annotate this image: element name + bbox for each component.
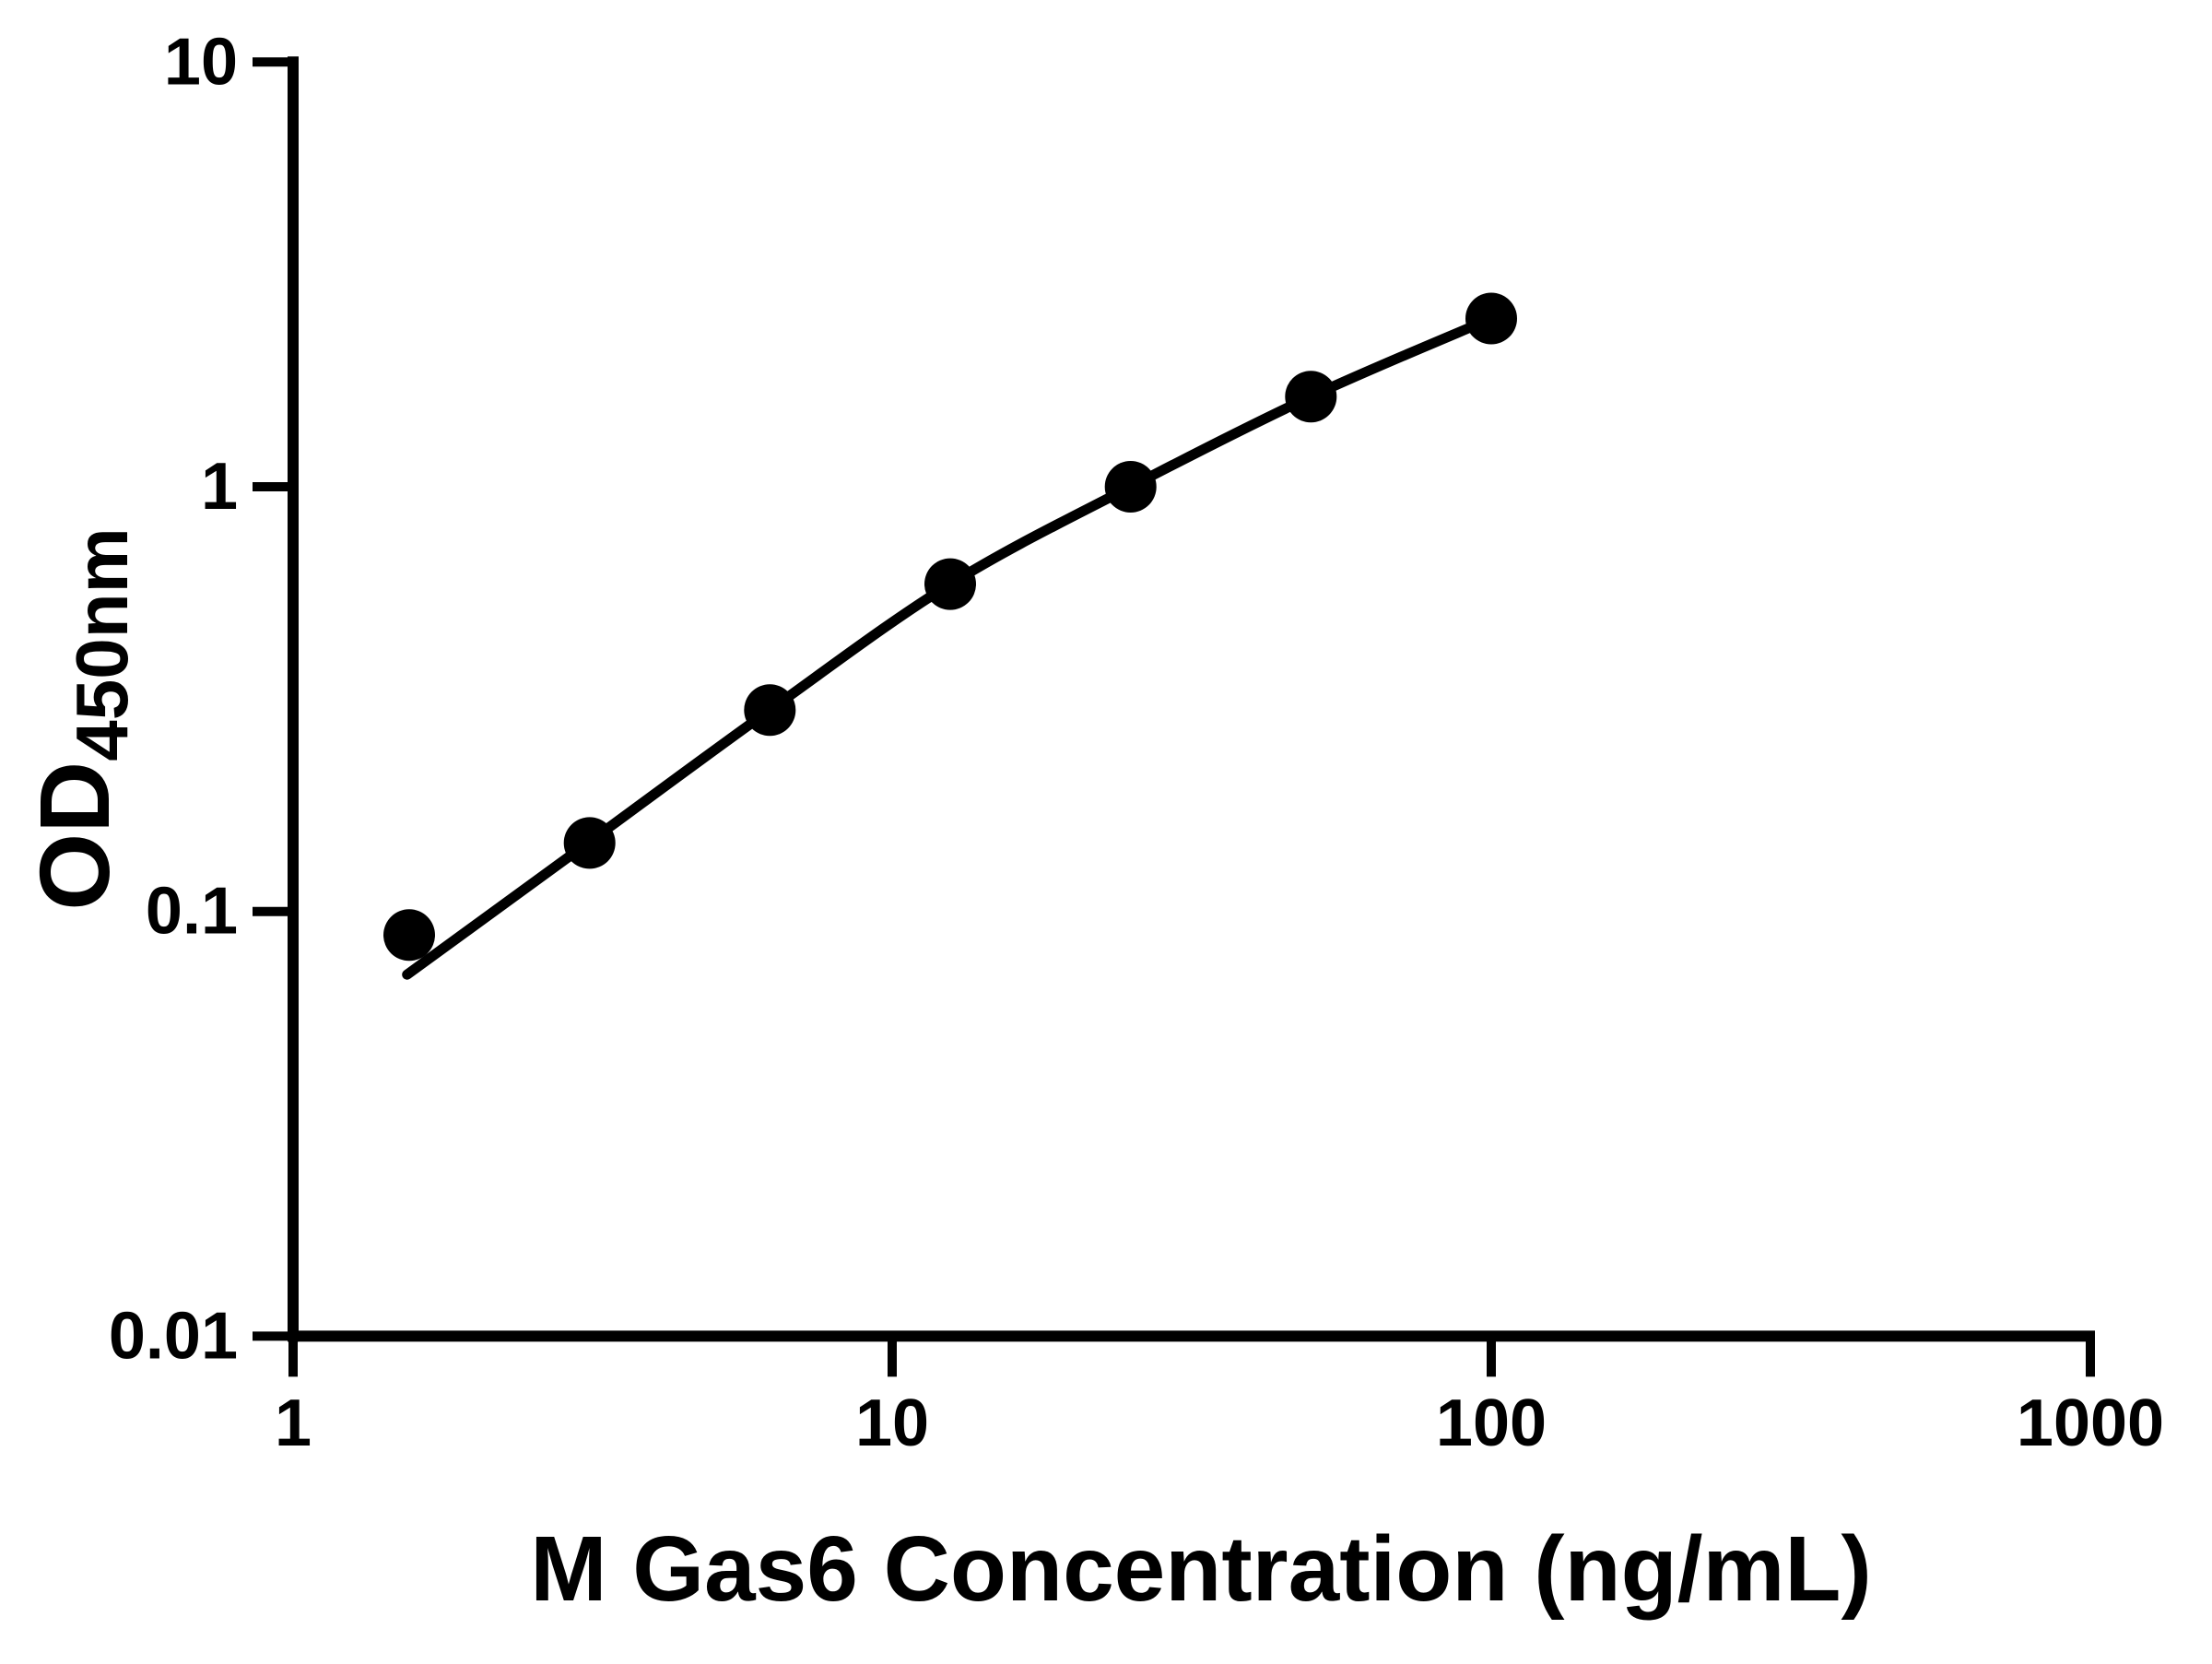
data-points-layer bbox=[383, 292, 1517, 962]
y-axis-ticks: 10 1 0.1 0.01 bbox=[109, 25, 293, 1373]
fit-curve bbox=[402, 313, 1497, 980]
x-axis-title: M Gas6 Concentration (ng/mL) bbox=[530, 1517, 1872, 1621]
y-tick-label: 0.01 bbox=[109, 1299, 238, 1373]
x-axis-ticks: 1 10 100 1000 bbox=[275, 1336, 2164, 1460]
axes bbox=[288, 56, 2095, 1342]
data-point bbox=[1104, 461, 1157, 513]
data-point bbox=[563, 817, 616, 869]
data-point bbox=[744, 684, 796, 737]
x-tick-label: 100 bbox=[1436, 1387, 1547, 1460]
y-axis-title: OD450nm bbox=[18, 527, 143, 910]
y-axis-title-subscript: 450nm bbox=[61, 527, 143, 761]
x-tick-label: 1000 bbox=[2017, 1387, 2164, 1460]
y-tick-label: 1 bbox=[201, 450, 238, 524]
y-tick-label: 10 bbox=[164, 25, 238, 99]
y-tick-label: 0.1 bbox=[146, 875, 238, 949]
y-axis-title-main: OD bbox=[18, 761, 130, 911]
fit-curve-layer bbox=[402, 313, 1497, 980]
data-point bbox=[1285, 371, 1337, 423]
x-tick-label: 10 bbox=[855, 1387, 929, 1460]
data-point bbox=[924, 558, 976, 610]
x-tick-label: 1 bbox=[275, 1387, 312, 1460]
data-point bbox=[383, 909, 435, 962]
data-point bbox=[1465, 292, 1517, 345]
